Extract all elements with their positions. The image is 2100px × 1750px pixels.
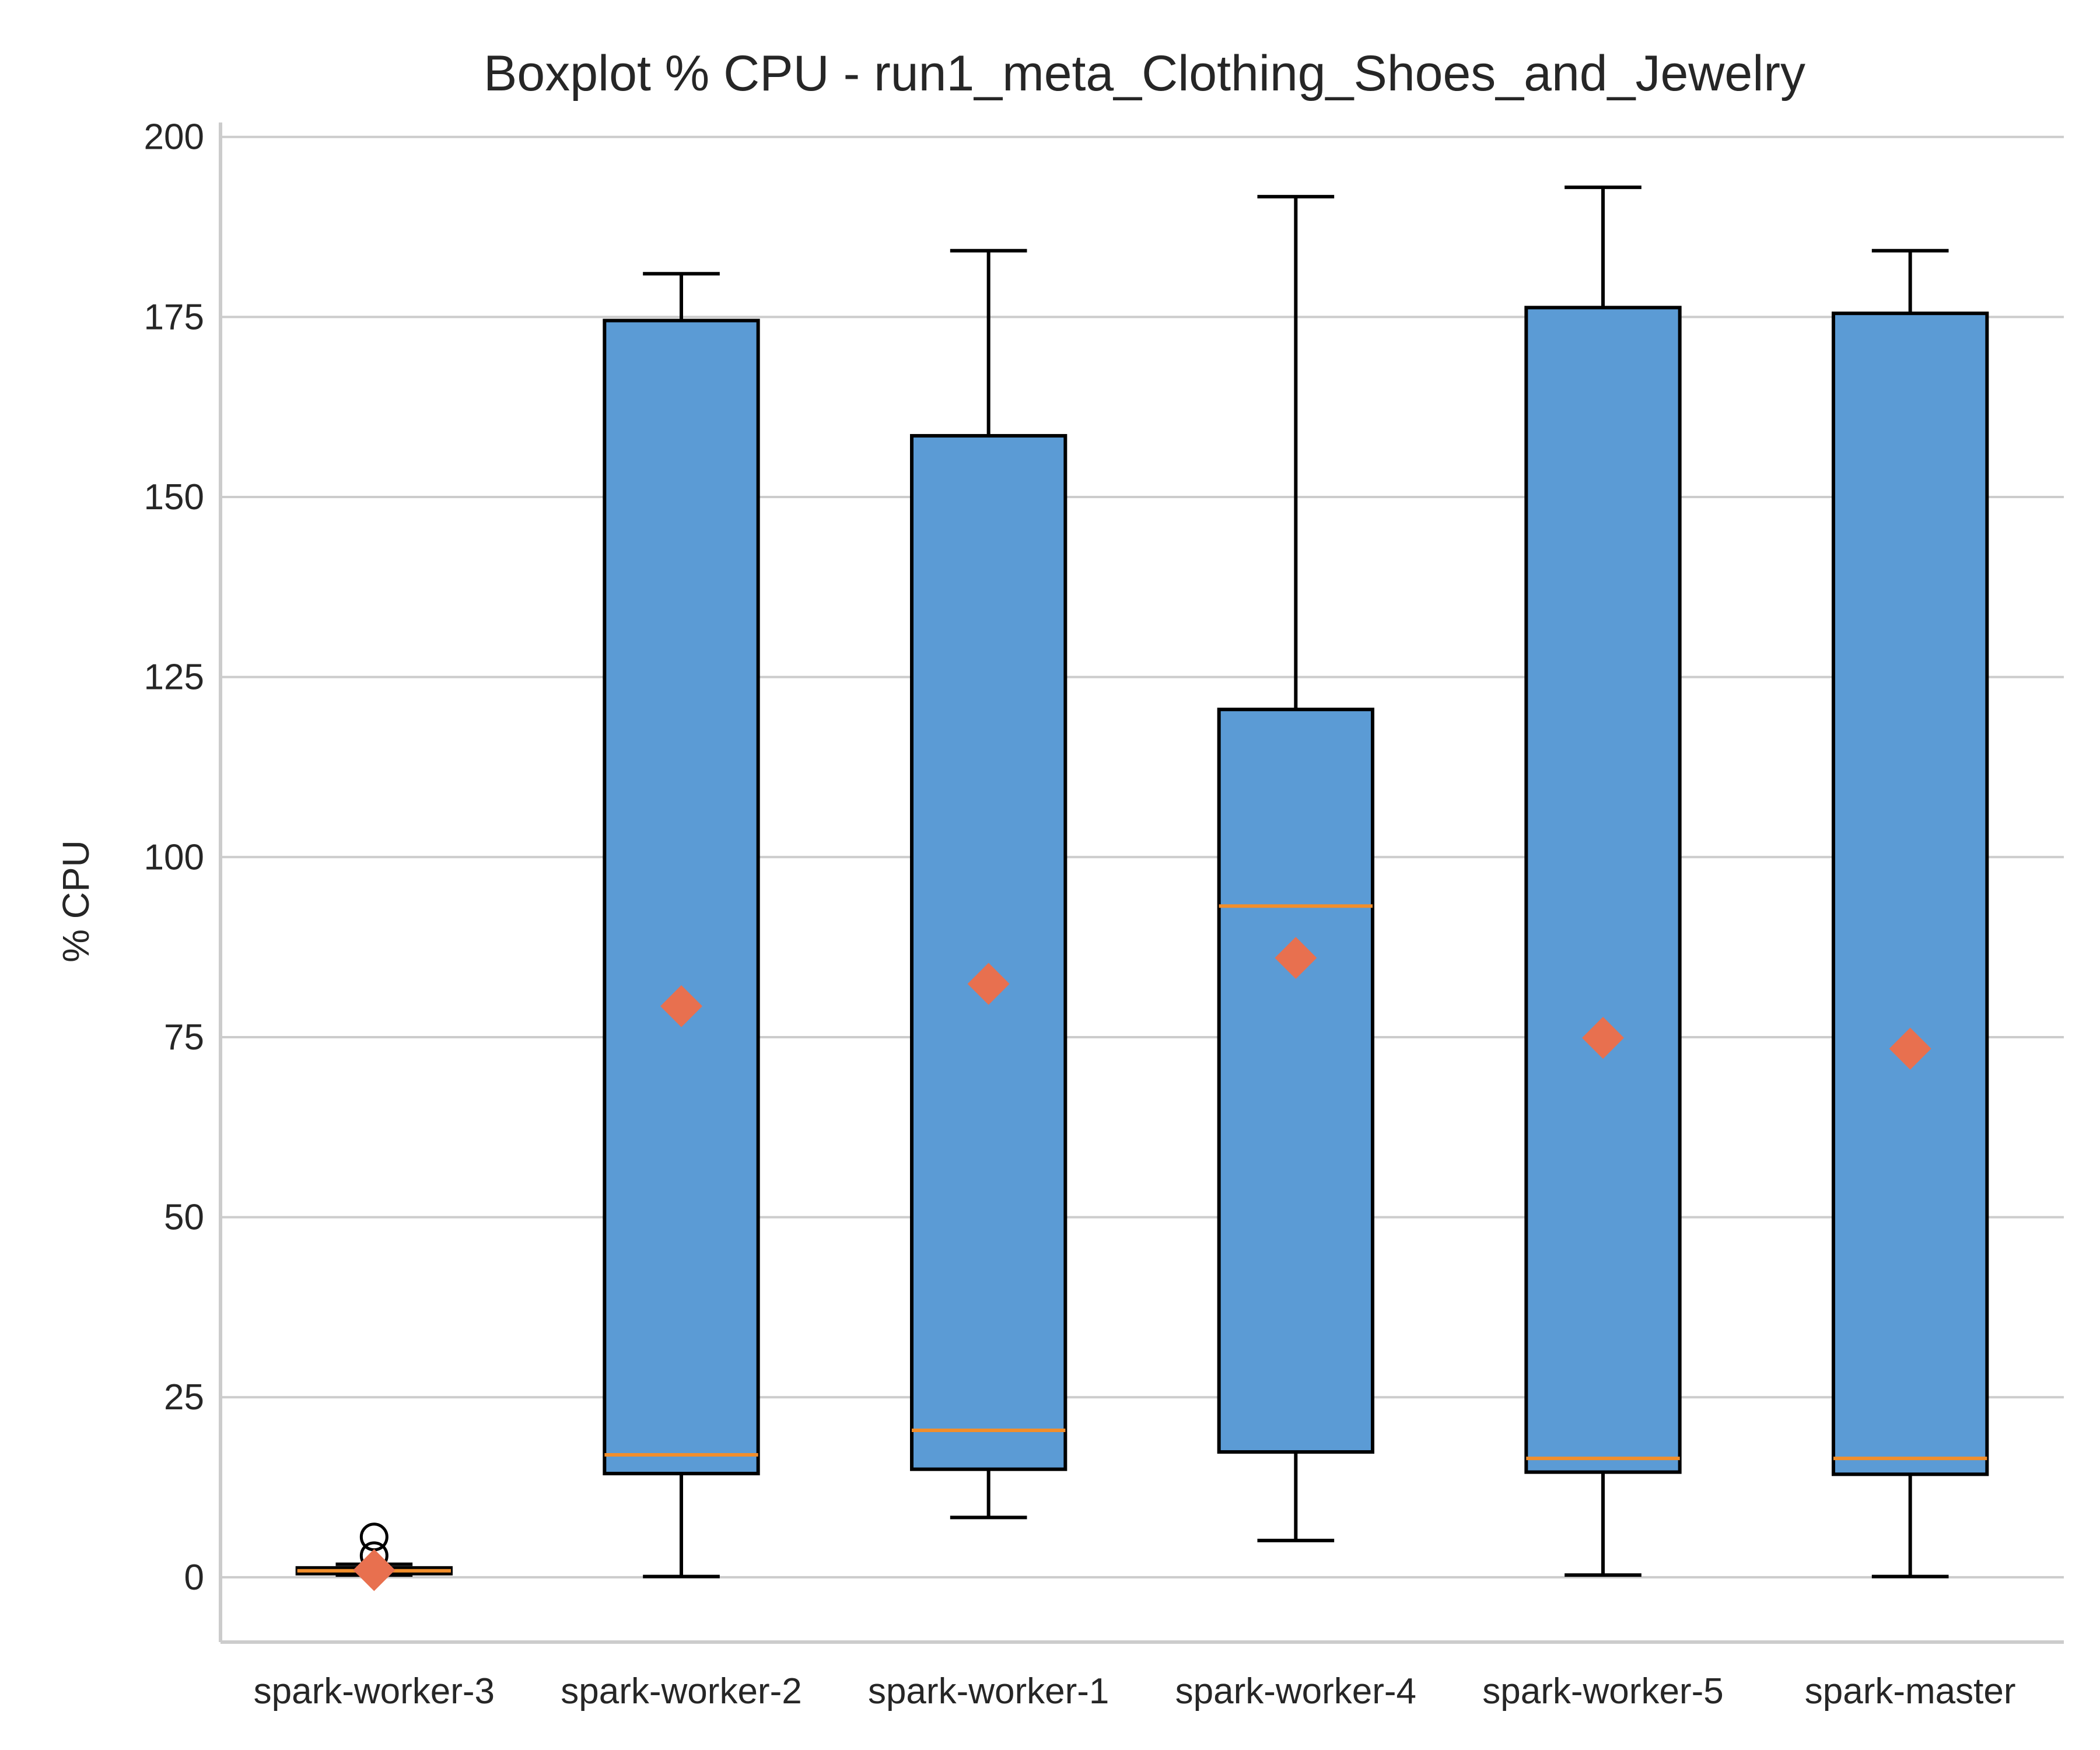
y-tick-label: 150	[144, 477, 204, 517]
x-tick-label: spark-worker-3	[254, 1671, 495, 1712]
boxes	[295, 186, 1989, 1591]
mean-marker	[1889, 1027, 1931, 1070]
y-tick-label: 100	[144, 837, 204, 877]
x-tick-label: spark-worker-4	[1175, 1671, 1416, 1712]
mean-marker	[967, 963, 1010, 1005]
x-tick-label: spark-worker-1	[868, 1671, 1109, 1712]
y-tick-label: 175	[144, 297, 204, 337]
gridlines	[220, 135, 2064, 1578]
mean-marker	[353, 1549, 396, 1591]
y-axis-label: % CPU	[55, 840, 97, 963]
box-group	[295, 1522, 453, 1591]
y-tick-label: 50	[164, 1198, 204, 1238]
tick-labels: 0 25 50 75 100 125 150 175 200 spark-worker-3 spar…	[144, 117, 2016, 1712]
y-tick-label: 25	[164, 1377, 204, 1418]
y-tick-label: 125	[144, 657, 204, 698]
y-tick-label: 75	[164, 1017, 204, 1058]
iqr-box	[1832, 312, 1989, 1476]
mean-marker	[1275, 937, 1317, 979]
mean-marker	[660, 985, 702, 1027]
iqr-box	[1217, 708, 1375, 1454]
mean-marker	[1582, 1017, 1624, 1059]
x-tick-label: spark-worker-5	[1482, 1671, 1723, 1712]
y-tick-label: 0	[184, 1558, 204, 1598]
x-tick-label: spark-master	[1805, 1671, 2016, 1712]
iqr-box	[603, 318, 760, 1476]
x-tick-label: spark-worker-2	[561, 1671, 802, 1712]
box-group	[1832, 249, 1989, 1578]
iqr-box	[910, 434, 1068, 1471]
chart-title: Boxplot % CPU - run1_meta_Clothing_Shoes…	[484, 46, 1805, 102]
box-group	[603, 272, 760, 1578]
box-group	[1217, 195, 1375, 1542]
iqr-box	[1524, 306, 1682, 1474]
y-tick-label: 200	[144, 117, 204, 158]
axes-spines	[219, 123, 2064, 1644]
box-group	[1524, 186, 1682, 1577]
box-group	[910, 249, 1068, 1520]
